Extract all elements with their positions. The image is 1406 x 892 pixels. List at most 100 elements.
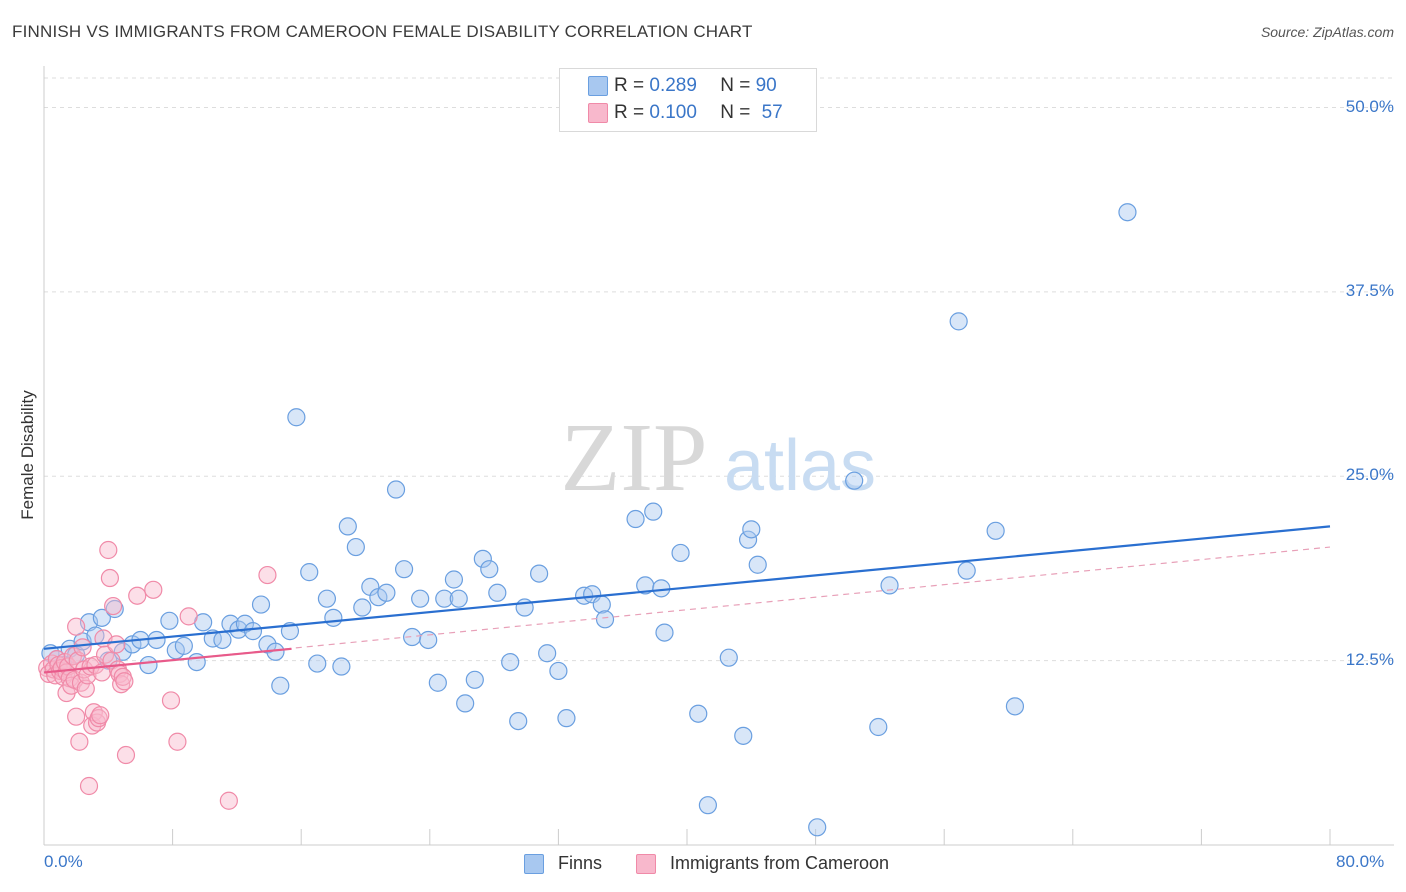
finns-point-57 <box>488 583 507 602</box>
finns-point-15 <box>147 630 166 650</box>
finns-point-18 <box>174 636 193 655</box>
finns-point-56 <box>480 560 499 579</box>
watermark-zip: ZIP <box>561 404 708 512</box>
legend-n-label: N = <box>720 102 751 123</box>
finns-point-64 <box>557 709 576 728</box>
legend-series: Finns Immigrants from Cameroon <box>0 852 1406 878</box>
finns-point-67 <box>592 595 611 614</box>
finns-point-69 <box>626 509 645 529</box>
legend-r-label: R = <box>614 75 645 96</box>
legend-r-value-cameroon: 0.100 <box>649 102 697 123</box>
legend-label-cameroon: Immigrants from Cameroon <box>670 853 890 873</box>
legend-n-value-finns: 90 <box>755 75 777 96</box>
finns-point-52 <box>449 589 468 608</box>
finns-point-37 <box>332 657 351 676</box>
finns-point-10 <box>105 599 124 619</box>
watermark: ZIP atlas <box>561 404 877 512</box>
chart-title: FINNISH VS IMMIGRANTS FROM CAMEROON FEMA… <box>12 22 753 41</box>
watermark-atlas: atlas <box>724 426 876 506</box>
y-tick-label-3: 50.0% <box>1345 96 1394 116</box>
finns-point-36 <box>324 608 343 627</box>
finns-point-82 <box>808 818 827 837</box>
x-tick-label-min: 0.0% <box>44 852 83 871</box>
finns-point-88 <box>986 521 1005 540</box>
legend-n-label: N = <box>720 75 751 96</box>
cameroon-point-41 <box>104 596 123 616</box>
finns-point-16 <box>160 611 179 630</box>
finns-point-51 <box>444 570 464 589</box>
finns-point-59 <box>509 711 528 731</box>
finns-point-63 <box>549 661 568 681</box>
legend-row-cameroon: R = 0.100 N = 57 <box>588 102 783 124</box>
cameroon-point-52 <box>168 732 187 751</box>
finns-point-62 <box>538 644 557 663</box>
finns-point-22 <box>213 630 232 650</box>
finns-point-49 <box>428 673 447 692</box>
finns-point-78 <box>734 726 753 745</box>
finns-point-38 <box>338 517 357 536</box>
trend-lines <box>43 525 1331 674</box>
cameroon-point-19 <box>67 707 86 726</box>
finns-point-87 <box>957 561 976 580</box>
cameroon-point-49 <box>128 586 147 605</box>
finns-point-14 <box>139 655 158 675</box>
legend-swatch-finns <box>524 854 544 874</box>
cameroon-point-34 <box>91 706 110 725</box>
finns-point-61 <box>530 564 549 583</box>
finns-trend-line <box>43 525 1331 650</box>
finns-point-40 <box>353 598 372 617</box>
y-tick-label-0: 12.5% <box>1345 649 1394 669</box>
finns-point-68 <box>595 610 615 629</box>
finns-point-79 <box>738 530 758 549</box>
cameroon-point-45 <box>112 675 131 694</box>
finns-point-72 <box>652 579 671 598</box>
finns-point-58 <box>501 652 520 672</box>
cameroon-point-50 <box>144 580 163 599</box>
cameroon-point-38 <box>99 540 118 560</box>
legend-swatch-cameroon <box>588 103 608 123</box>
cameroon-point-39 <box>100 568 120 588</box>
finns-point-19 <box>187 652 206 672</box>
legend-swatch-finns <box>588 76 608 96</box>
legend-label-finns: Finns <box>558 853 603 873</box>
cameroon-point-54 <box>219 791 238 810</box>
legend-stats: R = 0.289 N = 90 R = 0.100 N = 57 <box>559 68 817 132</box>
finns-point-44 <box>386 480 406 499</box>
cameroon-point-55 <box>258 565 277 585</box>
finns-point-55 <box>473 549 492 568</box>
finns-point-47 <box>411 589 430 608</box>
finns-point-45 <box>394 560 414 579</box>
data-points <box>38 203 1137 837</box>
cameroon-point-23 <box>73 638 92 657</box>
finns-point-90 <box>1118 203 1137 222</box>
finns-point-77 <box>719 648 738 667</box>
finns-point-33 <box>300 563 319 582</box>
finns-point-48 <box>419 630 438 650</box>
finns-point-85 <box>880 576 899 595</box>
finns-point-89 <box>1005 697 1025 716</box>
finns-point-39 <box>346 537 365 557</box>
source-label: Source: ZipAtlas.com <box>1260 24 1394 40</box>
y-tick-label-1: 25.0% <box>1345 465 1394 485</box>
legend-n-value-cameroon: 57 <box>761 102 783 123</box>
finns-point-27 <box>251 595 271 614</box>
finns-point-71 <box>644 502 663 521</box>
x-tick-label-max: 80.0% <box>1336 852 1385 871</box>
finns-point-84 <box>869 717 888 737</box>
series-finns <box>41 203 1137 837</box>
cameroon-point-53 <box>179 607 198 626</box>
axes <box>43 66 1394 846</box>
finns-point-53 <box>456 694 475 713</box>
finns-point-43 <box>377 583 396 602</box>
cameroon-point-25 <box>76 679 95 698</box>
legend-r-label: R = <box>614 102 645 123</box>
finns-point-74 <box>671 543 690 563</box>
cameroon-point-27 <box>79 776 99 796</box>
finns-point-76 <box>698 796 717 815</box>
finns-point-83 <box>845 471 864 490</box>
y-tick-label-2: 37.5% <box>1345 280 1394 300</box>
finns-point-50 <box>435 589 454 608</box>
finns-point-80 <box>742 520 761 539</box>
cameroon-trend-line <box>43 647 292 674</box>
